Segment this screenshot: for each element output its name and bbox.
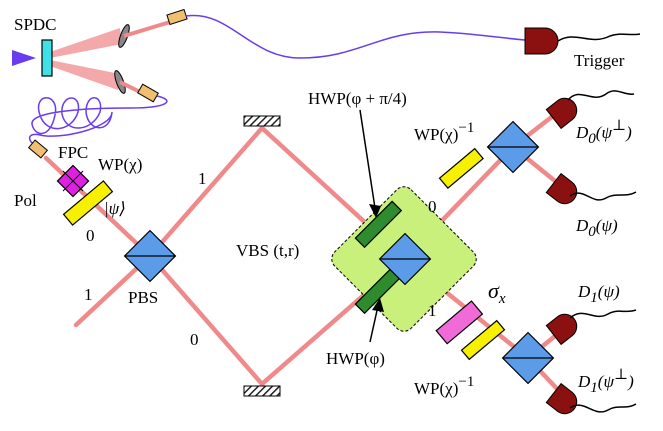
detector-d0-psi-label: D0(ψ) <box>575 216 618 240</box>
hwp-top-arrow <box>359 109 381 218</box>
port-label-vbs-out-1: 1 <box>428 301 437 320</box>
wp-chi-label: WP(χ) <box>98 155 142 174</box>
sigma-x-label: σx <box>488 278 506 307</box>
mirror-bottom <box>243 385 281 397</box>
svg-text:D0(ψ⊥): D0(ψ⊥) <box>575 118 632 147</box>
mirror-top <box>243 115 281 127</box>
fiber-coupler-bottom <box>137 83 159 103</box>
wp-inverse-bottom-label: WP(χ)−1 <box>414 374 474 398</box>
vbs-cube <box>378 232 432 286</box>
pbs-label: PBS <box>128 288 158 307</box>
hwp-bottom-arrow <box>369 298 384 343</box>
detector-d0-perp <box>545 90 635 130</box>
psi-ket-label: |ψ⟩ <box>104 199 126 218</box>
sigma-x-plate <box>435 300 484 345</box>
trigger-detector <box>524 27 641 55</box>
svg-text:σx: σx <box>488 278 506 307</box>
port-label-input-0: 0 <box>86 226 95 245</box>
detector-d1-psi <box>545 309 637 346</box>
fpc-label: FPC <box>58 143 88 162</box>
svg-text:D1(ψ): D1(ψ) <box>577 282 620 306</box>
detector-d0-psi <box>545 172 637 205</box>
port-label-input-1: 1 <box>84 285 93 304</box>
detector-d1-psi-label: D1(ψ) <box>577 282 620 306</box>
waveplate-chi <box>62 180 114 226</box>
trigger-fiber <box>185 14 526 59</box>
hwp-top-label: HWP(φ + π/4) <box>308 89 407 108</box>
waveplate-inverse-top <box>438 147 484 189</box>
hwp-bottom-label: HWP(φ) <box>326 349 385 368</box>
analysis-cube-bottom <box>501 331 555 385</box>
wp-inverse-top-label: WP(χ)−1 <box>414 120 474 144</box>
spdc-emission-cones <box>50 28 122 90</box>
beam-paths <box>43 109 563 395</box>
svg-text:D0(ψ): D0(ψ) <box>575 216 618 240</box>
detector-d1-perp-label: D1(ψ⊥) <box>577 367 634 396</box>
svg-text:D1(ψ⊥): D1(ψ⊥) <box>577 367 634 396</box>
detector-d0-label: D0(ψ⊥) <box>575 118 632 147</box>
port-label-vbs-out-0: 0 <box>428 197 437 216</box>
fiber-coupler-top <box>166 8 188 26</box>
polarizer <box>56 164 90 198</box>
vbs-label: VBS (t,r) <box>236 241 299 260</box>
detector-d1-perp <box>545 382 637 415</box>
fiber-polarization-controller <box>28 95 168 147</box>
analysis-cube-top <box>486 120 540 174</box>
port-label-pbs-to-top: 1 <box>198 169 207 188</box>
svg-text:WP(χ)−1: WP(χ)−1 <box>414 374 474 398</box>
pol-label: Pol <box>14 191 37 210</box>
hwp-top-plate <box>354 200 403 249</box>
trigger-label: Trigger <box>574 51 625 70</box>
svg-text:WP(χ)−1: WP(χ)−1 <box>414 120 474 144</box>
port-label-pbs-to-bottom: 0 <box>190 330 199 349</box>
fiber-coupler-input <box>27 139 49 159</box>
spdc-label: SPDC <box>14 15 57 34</box>
spdc-crystal <box>41 39 53 77</box>
pbs-cube <box>123 229 177 283</box>
pump-laser-arrow <box>12 50 36 66</box>
waveplate-inverse-bottom <box>460 319 506 361</box>
